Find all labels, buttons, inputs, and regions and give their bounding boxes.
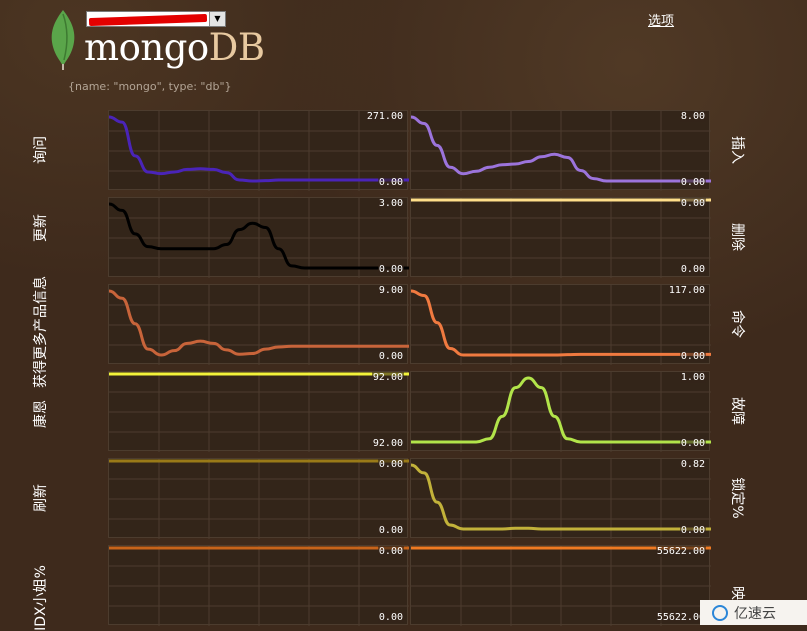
leaf-icon — [51, 10, 75, 70]
chart-insert: 8.00 0.00 — [410, 110, 711, 191]
chart-mapped: 55622.00 55622.00 — [410, 545, 711, 626]
chevron-down-icon[interactable]: ▼ — [209, 12, 225, 26]
chart-command-plot — [411, 285, 711, 365]
chart-max-value: 0.00 — [377, 546, 404, 557]
chart-flush-plot — [109, 459, 409, 539]
chart-idxmiss-plot — [109, 546, 409, 626]
db-subtitle: {name: "mongo", type: "db"} — [68, 80, 232, 93]
series-line-update — [109, 202, 409, 270]
chart-command: 117.00 0.00 — [410, 284, 711, 365]
chart-min-value: 0.00 — [377, 177, 404, 188]
series-line-lock — [411, 463, 711, 531]
logo-text-mongo: mongo — [84, 26, 209, 69]
chart-max-value: 3.00 — [377, 198, 404, 209]
chart-insert-plot — [411, 111, 711, 191]
chart-label-query: 询问 — [33, 136, 49, 164]
chart-conn: 92.00 92.00 — [108, 371, 409, 452]
series-line-fault — [411, 376, 711, 444]
chart-getmore-plot — [109, 285, 409, 365]
chart-max-value: 271.00 — [365, 111, 404, 122]
chart-min-value: 0.00 — [377, 525, 404, 536]
chart-label-getmore: 获得更多产品信息 — [33, 276, 49, 388]
chart-min-value: 0.00 — [679, 177, 706, 188]
chart-label-fault: 故障 — [729, 397, 745, 425]
chart-getmore: 9.00 0.00 — [108, 284, 409, 365]
chart-min-value: 55622.00 — [655, 612, 706, 623]
chart-min-value: 0.00 — [679, 438, 706, 449]
chart-conn-plot — [109, 372, 409, 452]
chart-idxmiss: 0.00 0.00 — [108, 545, 409, 626]
logo-wordmark: mongoDB — [84, 28, 265, 68]
chart-fault-plot — [411, 372, 711, 452]
watermark-logo-icon — [712, 604, 728, 621]
chart-label-delete: 删除 — [729, 223, 745, 251]
chart-delete-plot — [411, 198, 711, 278]
watermark-text: 亿速云 — [734, 605, 776, 622]
chart-max-value: 92.00 — [371, 372, 404, 383]
chart-delete: 0.00 0.00 — [410, 197, 711, 278]
chart-label-update: 更新 — [33, 214, 49, 242]
options-link[interactable]: 选项 — [648, 14, 675, 29]
chart-query-plot — [109, 111, 409, 191]
server-select[interactable]: ▼ — [86, 11, 226, 27]
chart-min-value: 0.00 — [679, 264, 706, 275]
chart-update-plot — [109, 198, 409, 278]
mongodb-logo: mongoDB — [46, 10, 286, 76]
chart-min-value: 92.00 — [371, 438, 404, 449]
chart-query: 271.00 0.00 — [108, 110, 409, 191]
series-line-getmore — [109, 289, 409, 357]
chart-label-lock: 锁定% — [729, 477, 745, 519]
logo-text-db: DB — [208, 26, 265, 69]
chart-update: 3.00 0.00 — [108, 197, 409, 278]
chart-min-value: 0.00 — [377, 351, 404, 362]
chart-min-value: 0.00 — [679, 525, 706, 536]
chart-label-command: 命令 — [729, 310, 745, 338]
chart-max-value: 0.82 — [679, 459, 706, 470]
chart-min-value: 0.00 — [679, 351, 706, 362]
chart-flush: 0.00 0.00 — [108, 458, 409, 539]
chart-label-conn: 康恩 — [33, 400, 49, 428]
chart-lock-plot — [411, 459, 711, 539]
chart-label-flush: 刷新 — [33, 484, 49, 512]
series-line-query — [109, 115, 409, 183]
chart-fault: 1.00 0.00 — [410, 371, 711, 452]
chart-lock: 0.82 0.00 — [410, 458, 711, 539]
watermark: 亿速云 — [700, 600, 807, 625]
chart-label-insert: 插入 — [729, 136, 745, 164]
chart-max-value: 1.00 — [679, 372, 706, 383]
chart-max-value: 0.00 — [377, 459, 404, 470]
chart-max-value: 9.00 — [377, 285, 404, 296]
chart-max-value: 55622.00 — [655, 546, 706, 557]
chart-min-value: 0.00 — [377, 264, 404, 275]
series-line-insert — [411, 115, 711, 183]
chart-label-idxmiss: IDX小姐% — [33, 565, 49, 631]
series-line-command — [411, 289, 711, 357]
chart-max-value: 0.00 — [679, 198, 706, 209]
chart-max-value: 8.00 — [679, 111, 706, 122]
chart-min-value: 0.00 — [377, 612, 404, 623]
chart-max-value: 117.00 — [667, 285, 706, 296]
